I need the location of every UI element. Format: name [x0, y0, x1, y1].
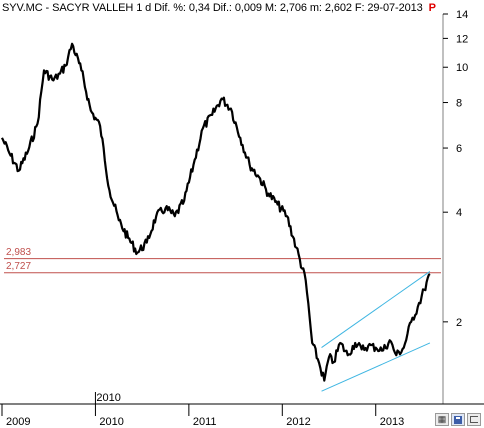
- channel-lower-line: [321, 342, 431, 392]
- y-tick-label: 8: [456, 98, 462, 110]
- save-icon[interactable]: [451, 413, 465, 426]
- diff-label: Dif.:: [212, 2, 232, 14]
- level-label-2983: 2,983: [6, 246, 32, 258]
- diff-pct-label: Dif. %:: [154, 2, 186, 14]
- x-tick-label: 2012: [286, 416, 310, 428]
- level-label-2727: 2,727: [6, 260, 32, 272]
- separator: -: [45, 2, 53, 14]
- min-value: 2,602: [324, 2, 352, 14]
- x-axis: 2009 2010 2011 2012 2013 2010: [1, 392, 404, 428]
- y-tick-label: 12: [456, 33, 468, 45]
- chart-tool-glyph: ▦: [437, 414, 447, 424]
- y-tick-label: 14: [456, 9, 468, 21]
- x-tick-label: 2010: [99, 416, 123, 428]
- trend-channel: [321, 271, 431, 392]
- chart-header: SYV.MC - SACYR VALLEH 1 d Dif. %: 0,34 D…: [2, 0, 436, 16]
- symbol: SYV.MC: [2, 2, 43, 14]
- max-value: 2,706: [279, 2, 307, 14]
- y-axis: 2 4 6 8 10 12 14: [443, 9, 468, 329]
- status-flag: P: [428, 2, 436, 14]
- y-tick-label: 6: [456, 143, 462, 155]
- horizontal-levels: [4, 258, 441, 274]
- chart-tool-icon[interactable]: ▦: [435, 413, 449, 426]
- x-tick-label-upper: 2010: [96, 392, 120, 404]
- period: 1 d: [136, 2, 152, 14]
- pin-icon[interactable]: [467, 413, 481, 426]
- price-series: [1, 42, 431, 382]
- x-tick-label: 2009: [6, 416, 30, 428]
- y-tick-label: 4: [456, 207, 462, 219]
- price-line: [1, 42, 431, 382]
- pin-shape: [470, 416, 478, 423]
- channel-upper-line: [321, 271, 431, 348]
- date-label: F:: [354, 2, 365, 14]
- company-name: SACYR VALLEH: [52, 2, 134, 14]
- min-label: m:: [309, 2, 322, 14]
- date-value: 29-07-2013: [367, 2, 423, 14]
- diff-value: 0,009: [234, 2, 262, 14]
- y-tick-label: 10: [456, 62, 468, 74]
- floppy-shape: [454, 415, 462, 424]
- diff-pct-value: 0,34: [188, 2, 210, 14]
- chart-toolbar: ▦: [435, 413, 481, 426]
- x-tick-label: 2011: [193, 416, 217, 428]
- max-label: M:: [264, 2, 277, 14]
- x-tick-label: 2013: [380, 416, 404, 428]
- y-tick-label: 2: [456, 317, 462, 329]
